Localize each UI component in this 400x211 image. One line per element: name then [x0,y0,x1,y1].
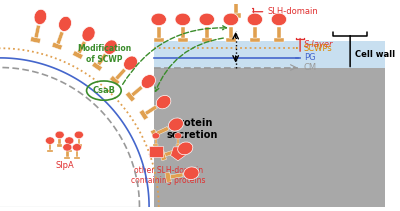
Polygon shape [131,86,143,97]
Bar [64,157,70,159]
Bar [76,144,82,147]
Ellipse shape [55,131,64,138]
Ellipse shape [65,137,74,144]
Polygon shape [145,105,157,115]
Bar [68,144,70,150]
Ellipse shape [46,137,54,144]
Bar [57,144,62,147]
Polygon shape [126,92,135,102]
Bar [181,27,185,38]
Text: CsaB: CsaB [92,86,115,95]
Text: PG: PG [304,53,316,62]
Bar [76,151,78,157]
Bar [74,157,80,159]
Text: Protein
secretion: Protein secretion [167,118,218,140]
Polygon shape [150,129,159,140]
Polygon shape [34,25,40,38]
Ellipse shape [223,13,238,26]
Ellipse shape [184,167,199,180]
Bar [226,38,236,42]
Bar [66,150,72,153]
Bar [154,41,385,68]
Polygon shape [165,172,171,183]
Bar [58,138,61,144]
Bar [66,151,68,157]
Bar [154,4,385,41]
Polygon shape [115,68,126,80]
Polygon shape [164,149,178,157]
Bar [177,139,179,143]
Bar [253,27,257,38]
Ellipse shape [175,13,190,26]
Ellipse shape [124,56,138,70]
Text: SLH-domain: SLH-domain [267,7,318,16]
Bar [149,146,162,157]
Text: CM: CM [304,63,317,72]
Text: SCWPs: SCWPs [304,44,333,53]
Polygon shape [30,37,41,43]
Bar [49,144,51,150]
Text: Cell wall: Cell wall [355,50,395,58]
Bar [154,38,164,42]
Bar [229,27,233,38]
Bar [155,139,157,143]
Text: Modification
of SCWP: Modification of SCWP [77,44,131,64]
Bar [176,143,180,146]
Ellipse shape [156,95,171,109]
Ellipse shape [247,13,262,26]
Polygon shape [72,51,83,59]
Ellipse shape [74,131,83,138]
Ellipse shape [82,27,95,41]
Ellipse shape [141,75,156,88]
Wedge shape [0,207,140,211]
Ellipse shape [228,0,244,1]
Polygon shape [52,42,62,50]
Wedge shape [0,207,140,211]
Ellipse shape [271,13,287,26]
Bar [154,68,385,207]
Ellipse shape [174,133,182,139]
Ellipse shape [104,40,117,54]
Ellipse shape [63,144,72,151]
Ellipse shape [34,9,47,24]
Bar [47,150,53,153]
Polygon shape [170,173,183,179]
Wedge shape [0,207,166,211]
Polygon shape [171,147,185,161]
Polygon shape [97,53,107,66]
Polygon shape [156,126,169,135]
Polygon shape [139,110,148,120]
Ellipse shape [199,13,214,26]
Ellipse shape [59,16,72,31]
Ellipse shape [178,142,193,155]
Text: other SLH-domain
containing proteins: other SLH-domain containing proteins [131,166,206,185]
FancyArrowPatch shape [155,38,223,91]
Bar [78,138,80,144]
Bar [154,143,158,146]
Bar [157,27,161,38]
Bar [274,38,284,42]
Bar [234,2,238,14]
Bar [250,38,260,42]
Ellipse shape [72,144,82,151]
Text: S-layer: S-layer [304,40,334,49]
Ellipse shape [151,13,166,26]
Ellipse shape [152,133,160,139]
Bar [205,27,209,38]
Polygon shape [159,150,166,161]
Bar [202,38,212,42]
Bar [277,27,281,38]
Polygon shape [110,76,120,85]
Bar [231,14,241,18]
FancyArrowPatch shape [123,26,226,84]
Polygon shape [56,31,64,45]
Polygon shape [92,62,102,71]
Ellipse shape [168,118,183,131]
Bar [178,38,188,42]
Polygon shape [77,41,86,54]
Text: SlpA: SlpA [55,161,74,170]
